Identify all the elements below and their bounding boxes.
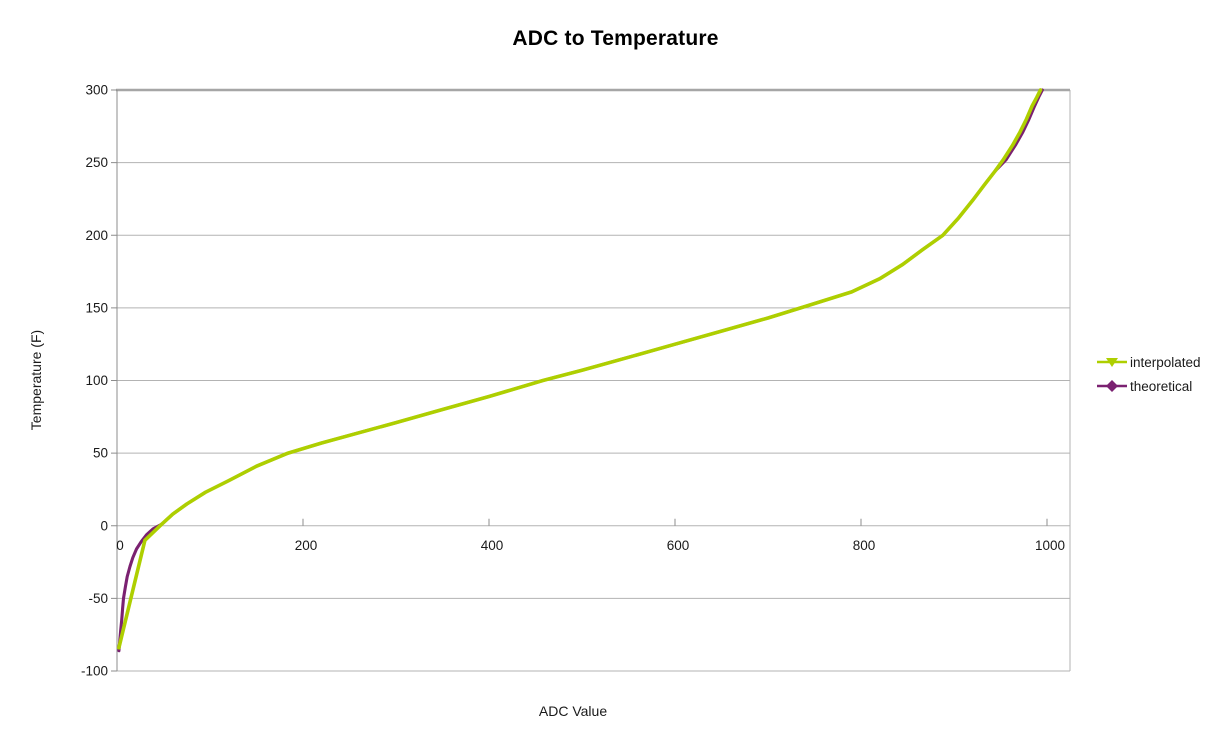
y-tick-label-50: 50 [93,446,108,461]
y-tick-label-0: 0 [100,518,108,533]
y-tick-label-100: 100 [85,373,108,388]
x-tick-label-1000: 1000 [1035,538,1065,553]
y-axis-title: Temperature (F) [28,329,44,431]
y-tick-label-150: 150 [85,300,108,315]
series-interpolated-line [117,88,1043,650]
x-tick-label-200: 200 [295,538,318,553]
y-tick-label--100: -100 [81,664,108,679]
x-axis-title: ADC Value [538,703,608,719]
legend-item-interpolated: interpolated [1096,350,1201,374]
x-tick-label-800: 800 [853,538,876,553]
triangle-down-icon [1096,355,1128,369]
y-tick-label-300: 300 [85,83,108,98]
y-tick-label-200: 200 [85,228,108,243]
legend-label-theoretical: theoretical [1130,378,1193,394]
chart-title: ADC to Temperature [512,27,719,50]
legend-item-theoretical: theoretical [1096,374,1201,398]
diamond-icon [1097,380,1127,392]
x-tick-label-600: 600 [667,538,690,553]
legend-label-interpolated: interpolated [1130,354,1201,370]
legend: interpolated theoretical [1096,350,1201,398]
diamond-icon [1096,379,1128,393]
x-tick-label-0: 0 [116,538,124,553]
y-tick-label-250: 250 [85,155,108,170]
y-tick-label--50: -50 [88,591,108,606]
triangle-down-icon [1097,358,1127,367]
x-tick-label-400: 400 [481,538,504,553]
